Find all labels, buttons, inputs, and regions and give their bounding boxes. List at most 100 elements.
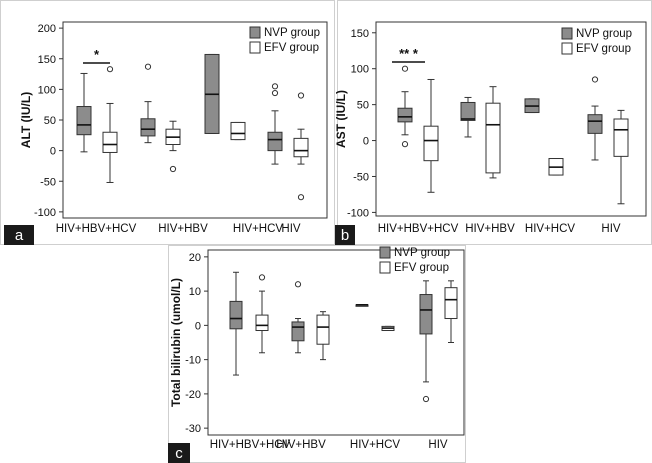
panel-label: a — [15, 227, 24, 244]
y-tick-label: -50 — [353, 171, 369, 183]
outlier-point — [591, 76, 599, 83]
legend-swatch-efv — [249, 41, 261, 54]
outlier-point — [271, 89, 279, 97]
y-tick-label: 0 — [195, 320, 201, 332]
panel-frame — [168, 245, 466, 463]
legend: NVP group EFV group — [249, 26, 320, 54]
chart-panel-a: 200 150 100 50 0 -50 -100 ALT (IU/L) HIV+HBV+HCV… — [0, 0, 335, 245]
nvp-box — [267, 83, 283, 165]
legend: NVP group EFV group — [379, 246, 450, 274]
chart-panel-c: 20 10 0 -10 -20 -30 Total bilirubin (umol/L) HI… — [168, 245, 466, 463]
legend-swatch-nvp — [561, 27, 573, 40]
box-body — [316, 314, 330, 345]
chart-panel-b: 150 100 50 0 -50 -100 AST (IU/L) HIV+HBV+HCV HIV… — [334, 0, 652, 245]
category-label: HIV — [601, 223, 621, 235]
legend-label-nvp: NVP group — [576, 28, 632, 40]
y-tick-label: 0 — [363, 136, 369, 148]
efv-box — [381, 325, 395, 332]
box-body — [76, 106, 92, 136]
box-body — [140, 118, 156, 137]
y-axis-title: Total bilirubin (umol/L) — [169, 278, 183, 407]
efv-box — [316, 311, 330, 361]
category-label: HIV+HBV+HCV — [56, 223, 137, 235]
box-body — [267, 131, 283, 152]
box-body — [485, 102, 501, 174]
nvp-box — [587, 76, 603, 161]
box-body — [291, 321, 305, 342]
y-tick-label: 50 — [44, 115, 56, 127]
panel-frame — [0, 0, 335, 245]
y-tick-label: -30 — [185, 423, 201, 435]
category-label: HIV+HCV — [525, 223, 575, 235]
box-body — [102, 131, 118, 153]
box-body — [587, 114, 603, 134]
outlier-point — [271, 83, 279, 90]
nvp-box — [291, 281, 305, 354]
legend-swatch-nvp — [249, 26, 261, 39]
outlier-point — [297, 194, 305, 201]
efv-box — [423, 78, 439, 193]
legend-swatch-efv — [561, 42, 573, 55]
legend-swatch-nvp — [379, 246, 391, 259]
legend-label-efv: EFV group — [576, 43, 631, 55]
outlier-point — [258, 274, 266, 281]
y-tick-label: 100 — [351, 64, 369, 76]
efv-box — [548, 158, 564, 176]
box-body — [613, 118, 629, 157]
efv-box — [613, 109, 629, 205]
panel-label: b — [341, 227, 349, 244]
nvp-box — [524, 98, 540, 114]
box-body — [230, 121, 246, 141]
category-label: HIV — [428, 439, 448, 451]
efv-box — [102, 66, 118, 183]
plot-area — [207, 249, 465, 436]
panel-label-box — [335, 225, 355, 245]
nvp-box — [76, 72, 92, 153]
y-tick-label: -20 — [185, 389, 201, 401]
y-tick-label: -100 — [347, 207, 369, 219]
efv-box — [230, 121, 246, 141]
outlier-point — [297, 92, 305, 99]
y-tick-label: 200 — [38, 23, 56, 35]
category-label: HIV+HBV — [465, 223, 515, 235]
panel-label: c — [175, 445, 183, 462]
y-tick-label: 50 — [357, 100, 369, 112]
nvp-box — [355, 304, 369, 307]
category-label: HIV+HBV+HCV — [378, 223, 459, 235]
panel-label-box — [4, 225, 34, 245]
nvp-box — [419, 280, 433, 403]
category-label: HIV+HBV+HCV — [210, 439, 291, 451]
outlier-point — [144, 63, 152, 70]
legend-label-efv: EFV group — [394, 262, 449, 274]
y-tick-label: 0 — [50, 146, 56, 158]
category-label: HIV+HCV — [233, 223, 283, 235]
box-body — [419, 294, 433, 335]
category-label: HIV+HBV — [158, 223, 208, 235]
box-body — [293, 137, 309, 158]
outlier-point — [422, 395, 430, 403]
efv-box — [165, 120, 181, 173]
nvp-box — [204, 53, 220, 134]
outlier-point — [169, 165, 177, 173]
y-tick-label: -10 — [185, 355, 201, 367]
y-tick-label: -50 — [40, 176, 56, 188]
legend-label-nvp: NVP group — [394, 247, 450, 259]
nvp-box — [140, 63, 156, 144]
y-axis-title: ALT (IU/L) — [19, 92, 33, 148]
nvp-box — [229, 271, 243, 376]
box-body — [460, 101, 476, 121]
outlier-point — [401, 65, 409, 72]
category-label: HIV — [281, 223, 301, 235]
plot-area — [375, 21, 647, 217]
box-body — [255, 314, 269, 332]
nvp-box — [460, 96, 476, 138]
nvp-box — [397, 65, 413, 148]
outlier-point — [294, 281, 302, 288]
legend-swatch-efv — [379, 261, 391, 274]
box-body — [444, 287, 458, 320]
legend-label-efv: EFV group — [264, 42, 319, 54]
legend: NVP group EFV group — [561, 27, 632, 55]
efv-box — [255, 274, 269, 354]
category-label: HIV+HBV — [276, 439, 326, 451]
